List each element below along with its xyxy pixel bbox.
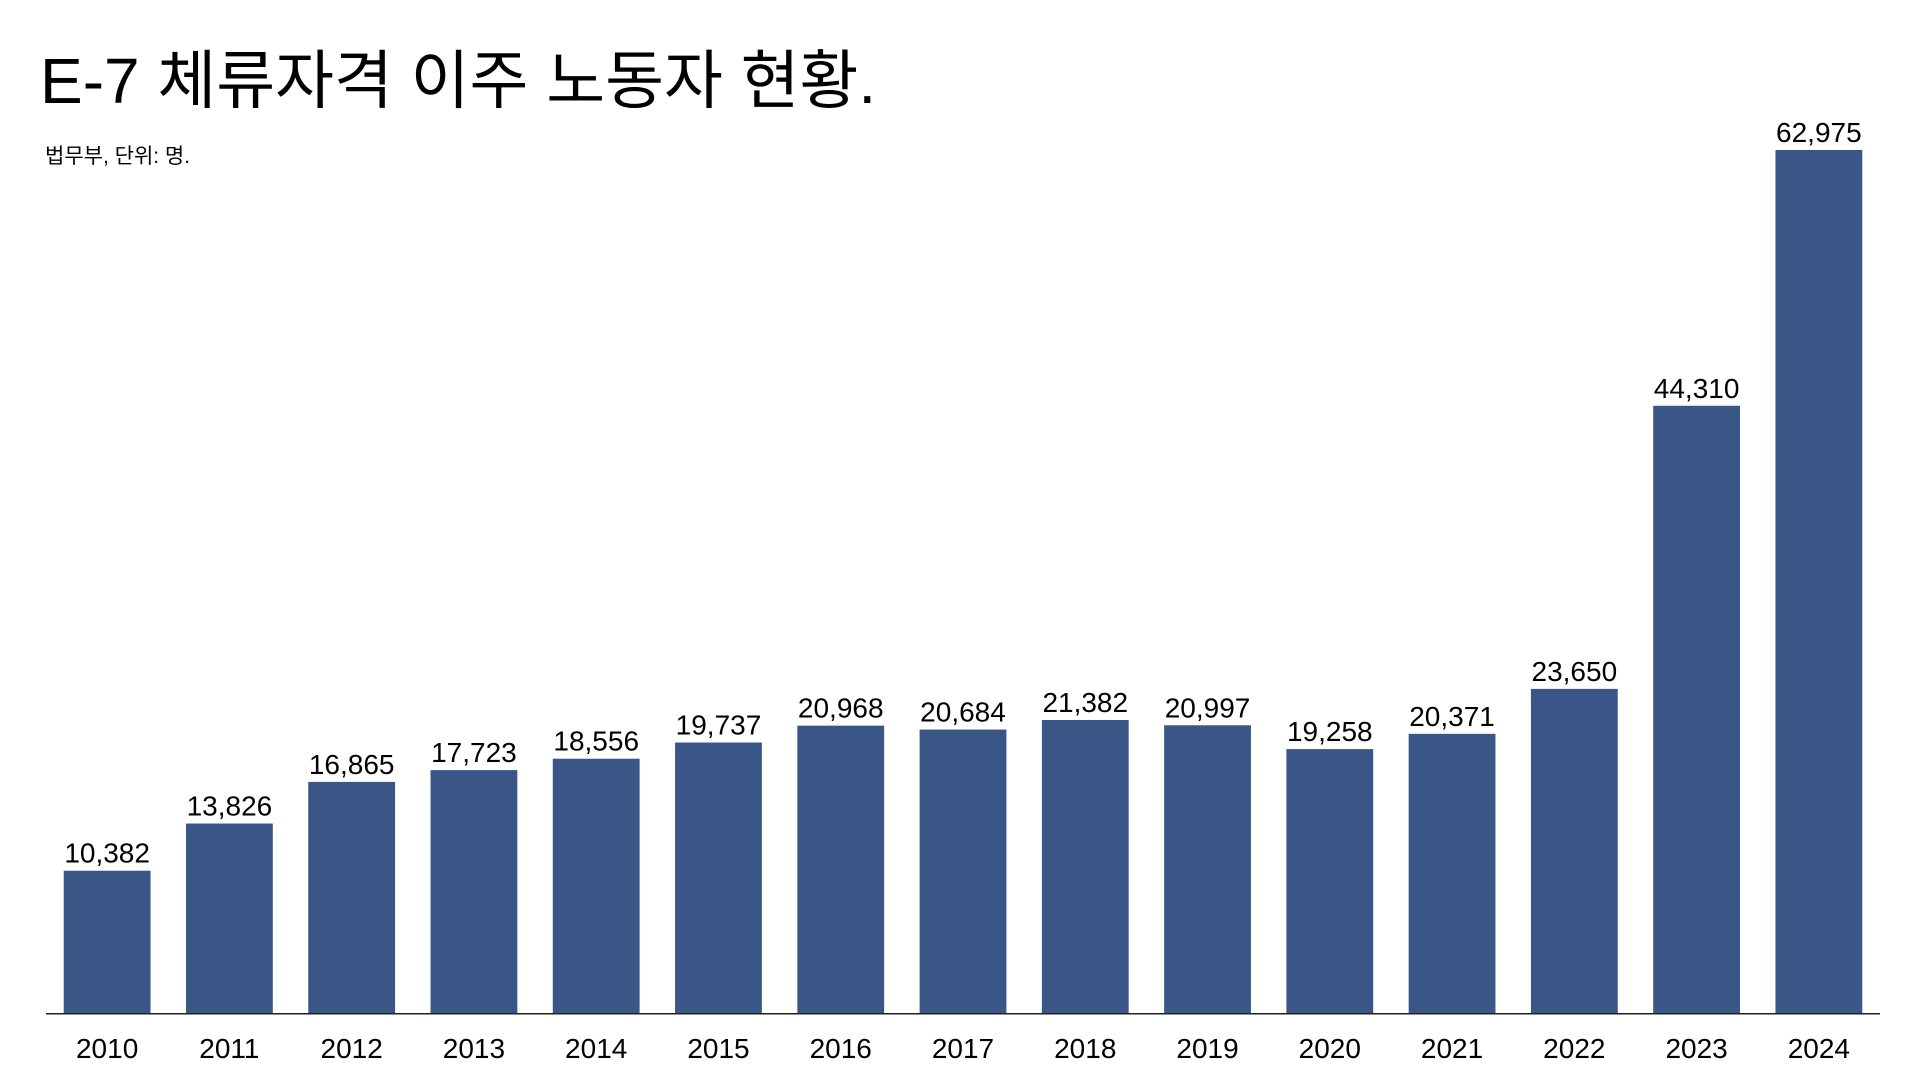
x-tick-label-2018: 2018 [1054, 1033, 1116, 1064]
value-label-2019: 20,997 [1165, 692, 1251, 723]
value-label-2018: 21,382 [1042, 687, 1128, 718]
x-tick-label-2016: 2016 [810, 1033, 872, 1064]
x-tick-label-2024: 2024 [1788, 1033, 1850, 1064]
x-tick-labels-group: 2010 2011 2012 2013 2014 2015 2016 2017 2018 2019… [76, 1033, 1850, 1064]
value-label-2014: 18,556 [553, 726, 639, 757]
x-tick-label-2015: 2015 [687, 1033, 749, 1064]
chart-title: E-7 체류자격 이주 노동자 현황. [40, 45, 877, 117]
bar-2010 [63, 870, 151, 1013]
value-label-2023: 44,310 [1654, 373, 1740, 404]
bar-2023 [1653, 405, 1741, 1014]
bar-2013 [430, 770, 518, 1013]
value-label-2013: 17,723 [431, 737, 517, 768]
x-tick-label-2014: 2014 [565, 1033, 627, 1064]
chart-subtitle: 법무부, 단위: 명. [45, 145, 191, 168]
bar-2018 [1041, 719, 1129, 1013]
x-tick-label-2017: 2017 [932, 1033, 994, 1064]
x-tick-label-2021: 2021 [1421, 1033, 1483, 1064]
x-tick-label-2019: 2019 [1176, 1033, 1238, 1064]
bar-2011 [185, 823, 273, 1013]
value-label-2022: 23,650 [1532, 656, 1618, 687]
value-label-2011: 13,826 [187, 791, 273, 822]
value-label-2024: 62,975 [1776, 117, 1862, 148]
bar-2014 [552, 758, 640, 1013]
x-tick-label-2020: 2020 [1299, 1033, 1361, 1064]
bar-2024 [1775, 150, 1863, 1013]
value-labels-group: 10,382 13,826 16,865 17,723 18,556 19,737 20,9… [64, 117, 1861, 869]
bar-2020 [1286, 749, 1374, 1013]
bar-2019 [1164, 725, 1251, 1013]
value-label-2010: 10,382 [64, 838, 150, 869]
x-tick-label-2022: 2022 [1543, 1033, 1605, 1064]
x-tick-label-2013: 2013 [443, 1033, 505, 1064]
x-tick-label-2010: 2010 [76, 1033, 138, 1064]
x-tick-label-2012: 2012 [321, 1033, 383, 1064]
bar-2017 [919, 729, 1007, 1013]
value-label-2012: 16,865 [309, 749, 395, 780]
value-label-2020: 19,258 [1287, 716, 1373, 747]
bar-2021 [1408, 733, 1496, 1013]
value-label-2017: 20,684 [920, 697, 1006, 728]
bar-2012 [308, 781, 396, 1013]
bar-2022 [1530, 688, 1618, 1013]
x-tick-label-2023: 2023 [1665, 1033, 1727, 1064]
value-label-2016: 20,968 [798, 693, 884, 724]
bar-2015 [675, 742, 762, 1013]
value-label-2015: 19,737 [676, 710, 762, 741]
value-label-2021: 20,371 [1409, 701, 1495, 732]
bars-group [63, 150, 1863, 1014]
bar-2016 [797, 725, 885, 1013]
x-tick-label-2011: 2011 [199, 1033, 259, 1064]
